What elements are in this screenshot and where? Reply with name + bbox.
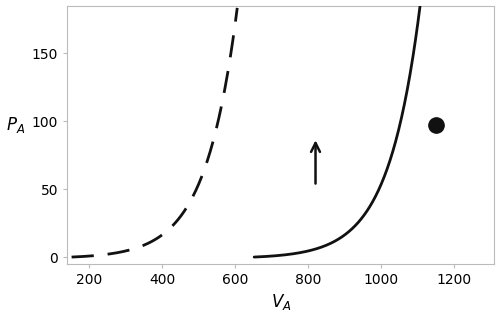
X-axis label: $V_A$: $V_A$ [270,293,291,313]
Y-axis label: $P_A$: $P_A$ [6,115,25,135]
